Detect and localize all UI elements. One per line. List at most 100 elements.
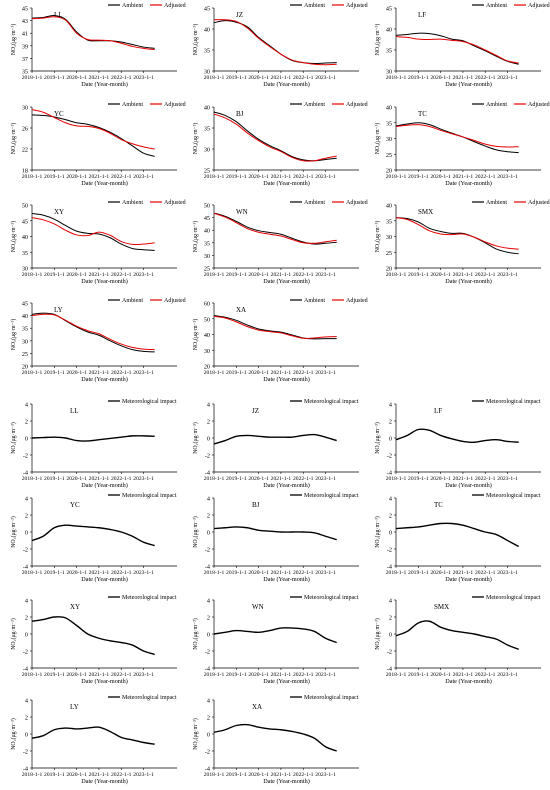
chart-panel-tc: 20 25 30 35 40 2018-1-1 2019-1-1 2020-1-1 2021-1…: [374, 102, 550, 187]
y-tick-label: -4: [205, 766, 210, 773]
x-tick-label: 2021-1-1: [453, 272, 474, 278]
x-tick-label: 2019-1-1: [44, 75, 65, 81]
x-tick-label: 2018-1-1: [386, 476, 407, 482]
panel-label: BJ: [236, 110, 244, 118]
x-tick-label: 2018-1-1: [22, 174, 43, 180]
y-tick-label: 2: [207, 513, 210, 520]
chart-panel-xa: 20 30 40 50 60 2018-1-1 2019-1-1 2020-1-1 2021-1…: [192, 298, 368, 383]
panel-label: YC: [70, 501, 80, 509]
legend-label-met: Meteorological impact: [122, 595, 177, 601]
x-tick-label: 2018-1-1: [22, 672, 43, 678]
panel-label: WN: [236, 208, 248, 216]
x-tick-label: 2023-1-1: [315, 174, 336, 180]
y-tick-label: 30: [204, 147, 210, 154]
series-line-adjusted: [31, 313, 155, 351]
panel-label: SMX: [418, 208, 433, 216]
x-axis-label: Date (Year-month): [81, 81, 128, 88]
y-tick-label: 35: [386, 120, 392, 127]
chart-panel-ll: 35 37 39 41 43 45 2018-1-1 2019-1-1 2020-1-1 2021…: [10, 3, 186, 88]
y-tick-label: 4: [207, 496, 210, 503]
series-line-adjusted: [31, 109, 155, 150]
legend-label-met: Meteorological impact: [486, 399, 541, 405]
y-tick-label: 25: [22, 351, 28, 358]
y-tick-label: 0: [389, 436, 392, 443]
x-axis-label: Date (Year-month): [445, 482, 492, 489]
y-tick-label: 0: [389, 632, 392, 639]
y-tick-label: 0: [25, 632, 28, 639]
x-tick-label: 2019-1-1: [226, 174, 247, 180]
panel-label: XA: [252, 703, 262, 711]
y-tick-label: 30: [204, 69, 210, 76]
y-tick-label: 0: [207, 632, 210, 639]
x-tick-label: 2020-1-1: [66, 174, 87, 180]
x-tick-label: 2020-1-1: [430, 476, 451, 482]
y-axis-label: NO₂(μg·m⁻³): [192, 319, 199, 351]
series-line-met: [395, 620, 519, 650]
x-axis-label: Date (Year-month): [81, 180, 128, 187]
x-tick-label: 2020-1-1: [248, 772, 269, 778]
y-axis-label: NO₂(μg·m⁻³): [192, 516, 199, 548]
y-tick-label: 45: [22, 6, 28, 13]
x-axis-label: Date (Year-month): [263, 81, 310, 88]
x-tick-label: 2018-1-1: [204, 672, 225, 678]
y-tick-label: 60: [204, 301, 210, 308]
x-tick-label: 2023-1-1: [133, 174, 154, 180]
chart-panel-yc: 18 22 26 30 2018-1-1 2019-1-1 2020-1-1 2021-1-1…: [10, 102, 186, 187]
y-tick-label: 4: [25, 698, 28, 705]
x-tick-label: 2019-1-1: [408, 672, 429, 678]
y-tick-label: 30: [204, 348, 210, 355]
y-tick-label: 4: [25, 496, 28, 503]
y-tick-label: 4: [389, 402, 392, 409]
x-tick-label: 2021-1-1: [89, 672, 110, 678]
x-axis-label: Date (Year-month): [81, 576, 128, 583]
legend-label-ambient: Ambient: [122, 102, 143, 108]
x-tick-label: 2018-1-1: [386, 75, 407, 81]
x-tick-label: 2019-1-1: [226, 476, 247, 482]
y-tick-label: 40: [386, 105, 392, 112]
panel-label: WN: [252, 603, 264, 611]
y-axis-label: NO₂(μg·m⁻³): [10, 422, 17, 454]
x-tick-label: 2022-1-1: [293, 370, 314, 376]
y-tick-label: 41: [22, 31, 28, 38]
x-tick-label: 2020-1-1: [66, 570, 87, 576]
series-line-ambient: [31, 312, 155, 353]
x-tick-label: 2020-1-1: [66, 272, 87, 278]
y-tick-label: -2: [23, 749, 28, 756]
y-tick-label: 30: [386, 136, 392, 143]
x-tick-label: 2023-1-1: [133, 370, 154, 376]
y-tick-label: 25: [204, 266, 210, 273]
y-tick-label: 35: [22, 250, 28, 257]
x-tick-label: 2022-1-1: [475, 476, 496, 482]
x-tick-label: 2022-1-1: [475, 672, 496, 678]
x-tick-label: 2019-1-1: [408, 75, 429, 81]
y-axis-label: NO₂(μg·m⁻³): [374, 422, 381, 454]
y-tick-label: 2: [25, 513, 28, 520]
y-tick-label: 30: [386, 234, 392, 241]
y-tick-label: 25: [204, 168, 210, 175]
y-tick-label: 35: [204, 48, 210, 55]
chart-panel-bj: 25 30 35 40 2018-1-1 2019-1-1 2020-1-1 2021-1-1…: [192, 102, 368, 187]
x-tick-label: 2022-1-1: [111, 570, 132, 576]
x-tick-label: 2023-1-1: [133, 672, 154, 678]
legend-label-adjusted: Adjusted: [346, 298, 368, 304]
y-tick-label: 20: [22, 364, 28, 371]
x-tick-label: 2018-1-1: [22, 75, 43, 81]
x-tick-label: 2020-1-1: [66, 476, 87, 482]
x-tick-label: 2020-1-1: [248, 370, 269, 376]
y-tick-label: 40: [204, 105, 210, 112]
x-tick-label: 2022-1-1: [475, 75, 496, 81]
x-tick-label: 2019-1-1: [226, 772, 247, 778]
x-tick-label: 2019-1-1: [226, 370, 247, 376]
y-tick-label: 45: [386, 6, 392, 13]
x-tick-label: 2018-1-1: [204, 174, 225, 180]
y-tick-label: 20: [386, 266, 392, 273]
x-axis-label: Date (Year-month): [445, 278, 492, 285]
legend-label-adjusted: Adjusted: [346, 200, 368, 206]
y-tick-label: 35: [204, 126, 210, 133]
x-tick-label: 2018-1-1: [386, 672, 407, 678]
x-tick-label: 2021-1-1: [271, 370, 292, 376]
legend-label-met: Meteorological impact: [122, 695, 177, 701]
